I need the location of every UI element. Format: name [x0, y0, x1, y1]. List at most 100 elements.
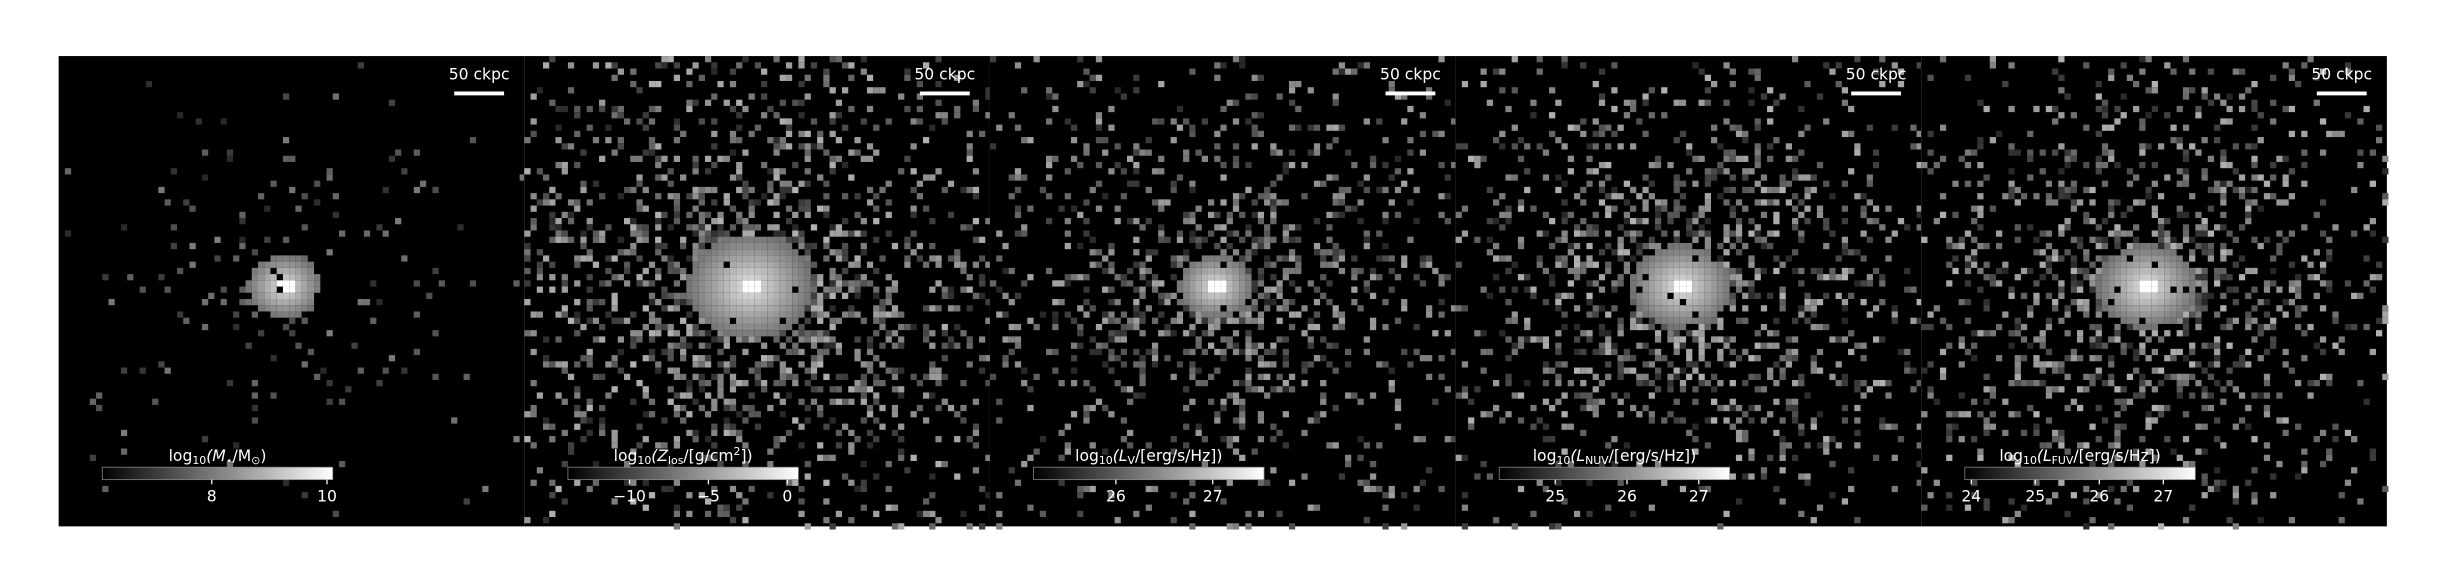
- pixel: [158, 186, 165, 194]
- pixel: [1654, 267, 1662, 275]
- pixel: [667, 255, 674, 262]
- pixel: [1114, 161, 1121, 169]
- pixel: [2245, 317, 2252, 324]
- pixel: [910, 168, 917, 175]
- pixel: [2114, 330, 2121, 337]
- pixel: [1008, 174, 1015, 181]
- pixel: [1630, 323, 1637, 331]
- pixel: [648, 137, 656, 144]
- pixel: [1698, 311, 1705, 318]
- pixel: [1592, 130, 1599, 138]
- pixel: [1879, 274, 1886, 281]
- pixel: [270, 274, 277, 281]
- pixel: [1245, 355, 1252, 362]
- pixel: [742, 336, 749, 343]
- pixel: [1189, 492, 1196, 499]
- pixel: [2288, 261, 2296, 268]
- pixel: [754, 199, 762, 206]
- pixel: [2176, 274, 2183, 281]
- pixel: [1536, 68, 1543, 75]
- pixel: [2207, 68, 2215, 75]
- pixel: [804, 292, 811, 300]
- pixel: [1014, 336, 1022, 343]
- pixel: [1891, 230, 1898, 237]
- pixel: [698, 255, 705, 262]
- pixel: [1804, 317, 1811, 324]
- pixel: [1698, 342, 1705, 349]
- pixel: [2170, 124, 2177, 131]
- pixel: [2139, 255, 2146, 262]
- pixel: [1444, 330, 1451, 337]
- pixel: [1363, 242, 1370, 250]
- pixel: [1791, 348, 1799, 356]
- pixel: [2133, 355, 2140, 362]
- pixel: [1008, 267, 1015, 275]
- pixel: [282, 274, 290, 281]
- pixel: [1723, 274, 1730, 281]
- pixel: [1598, 99, 1606, 106]
- pixel: [1885, 205, 1892, 212]
- pixel: [1561, 56, 1568, 63]
- pixel: [2220, 249, 2227, 256]
- pixel: [1058, 429, 1065, 437]
- pixel: [835, 155, 843, 162]
- pixel: [1729, 336, 1736, 343]
- pixel: [1804, 205, 1811, 212]
- pixel: [979, 367, 986, 374]
- pixel: [1251, 386, 1258, 393]
- pixel: [1133, 361, 1140, 368]
- pixel: [1598, 93, 1606, 100]
- pixel: [717, 249, 724, 256]
- pixel: [1226, 255, 1233, 262]
- pixel: [1580, 186, 1587, 194]
- pixel: [773, 305, 780, 312]
- pixel: [1711, 336, 1718, 343]
- pixel: [301, 286, 308, 293]
- pixel: [1673, 311, 1680, 318]
- pixel: [2139, 249, 2146, 256]
- pixel: [1288, 149, 1296, 156]
- pixel: [2145, 242, 2152, 250]
- pixel: [2151, 299, 2158, 306]
- pixel: [1369, 161, 1377, 169]
- pixel: [1114, 143, 1121, 150]
- pixel: [835, 249, 843, 256]
- pixel: [611, 274, 618, 281]
- pixel: [810, 342, 818, 349]
- pixel: [307, 305, 315, 312]
- pixel: [804, 155, 811, 162]
- pixel: [1829, 274, 1836, 281]
- pixel: [2270, 174, 2277, 181]
- pixel: [2232, 286, 2239, 293]
- pixel: [1438, 299, 1445, 306]
- pixel: [1183, 280, 1190, 287]
- pixel: [1320, 261, 1327, 268]
- pixel: [1127, 180, 1134, 187]
- pixel: [2139, 56, 2146, 63]
- pixel: [2083, 255, 2090, 262]
- pixel: [1226, 305, 1233, 312]
- pixel: [2008, 292, 2015, 300]
- pixel: [2220, 224, 2227, 231]
- pixel: [2089, 280, 2096, 287]
- pixel: [376, 224, 383, 231]
- pixel: [2176, 168, 2183, 175]
- pixel: [1232, 199, 1240, 206]
- pixel: [1089, 348, 1096, 356]
- pixel: [1083, 411, 1090, 418]
- pixel: [698, 292, 705, 300]
- pixel: [2157, 236, 2165, 243]
- pixel: [1083, 299, 1090, 306]
- pixel: [1014, 124, 1022, 131]
- pixel: [1860, 230, 1867, 237]
- pixel: [382, 367, 389, 374]
- pixel: [1823, 436, 1830, 443]
- pixel: [661, 305, 668, 312]
- pixel: [2201, 224, 2208, 231]
- pixel: [1679, 242, 1687, 250]
- pixel: [530, 130, 537, 138]
- pixel: [636, 230, 643, 237]
- pixel: [524, 517, 531, 524]
- pixel: [2052, 255, 2059, 262]
